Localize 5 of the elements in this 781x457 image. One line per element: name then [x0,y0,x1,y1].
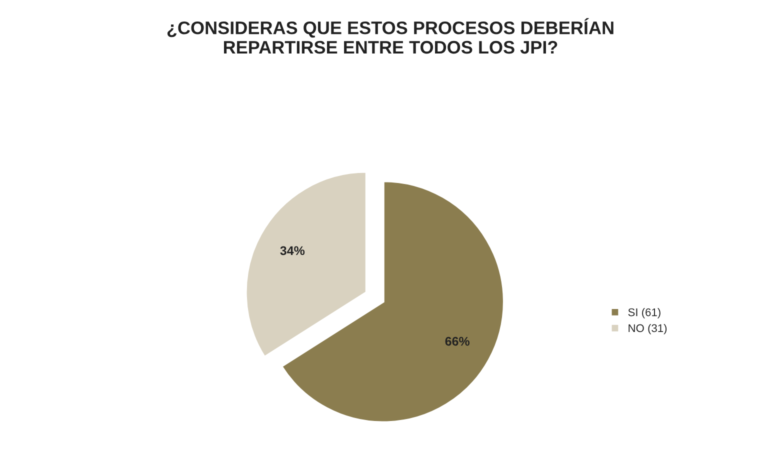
data-label: 66% [445,336,470,346]
data-label: 34% [280,246,305,256]
legend-label: SI (61) [628,308,660,318]
legend-label: NO (31) [628,324,667,334]
chart-title: ¿CONSIDERAS QUE ESTOS PROCESOS DEBERÍAN REPARTIRSE ENTRE TODOS LOS JPI? [167,18,614,54]
